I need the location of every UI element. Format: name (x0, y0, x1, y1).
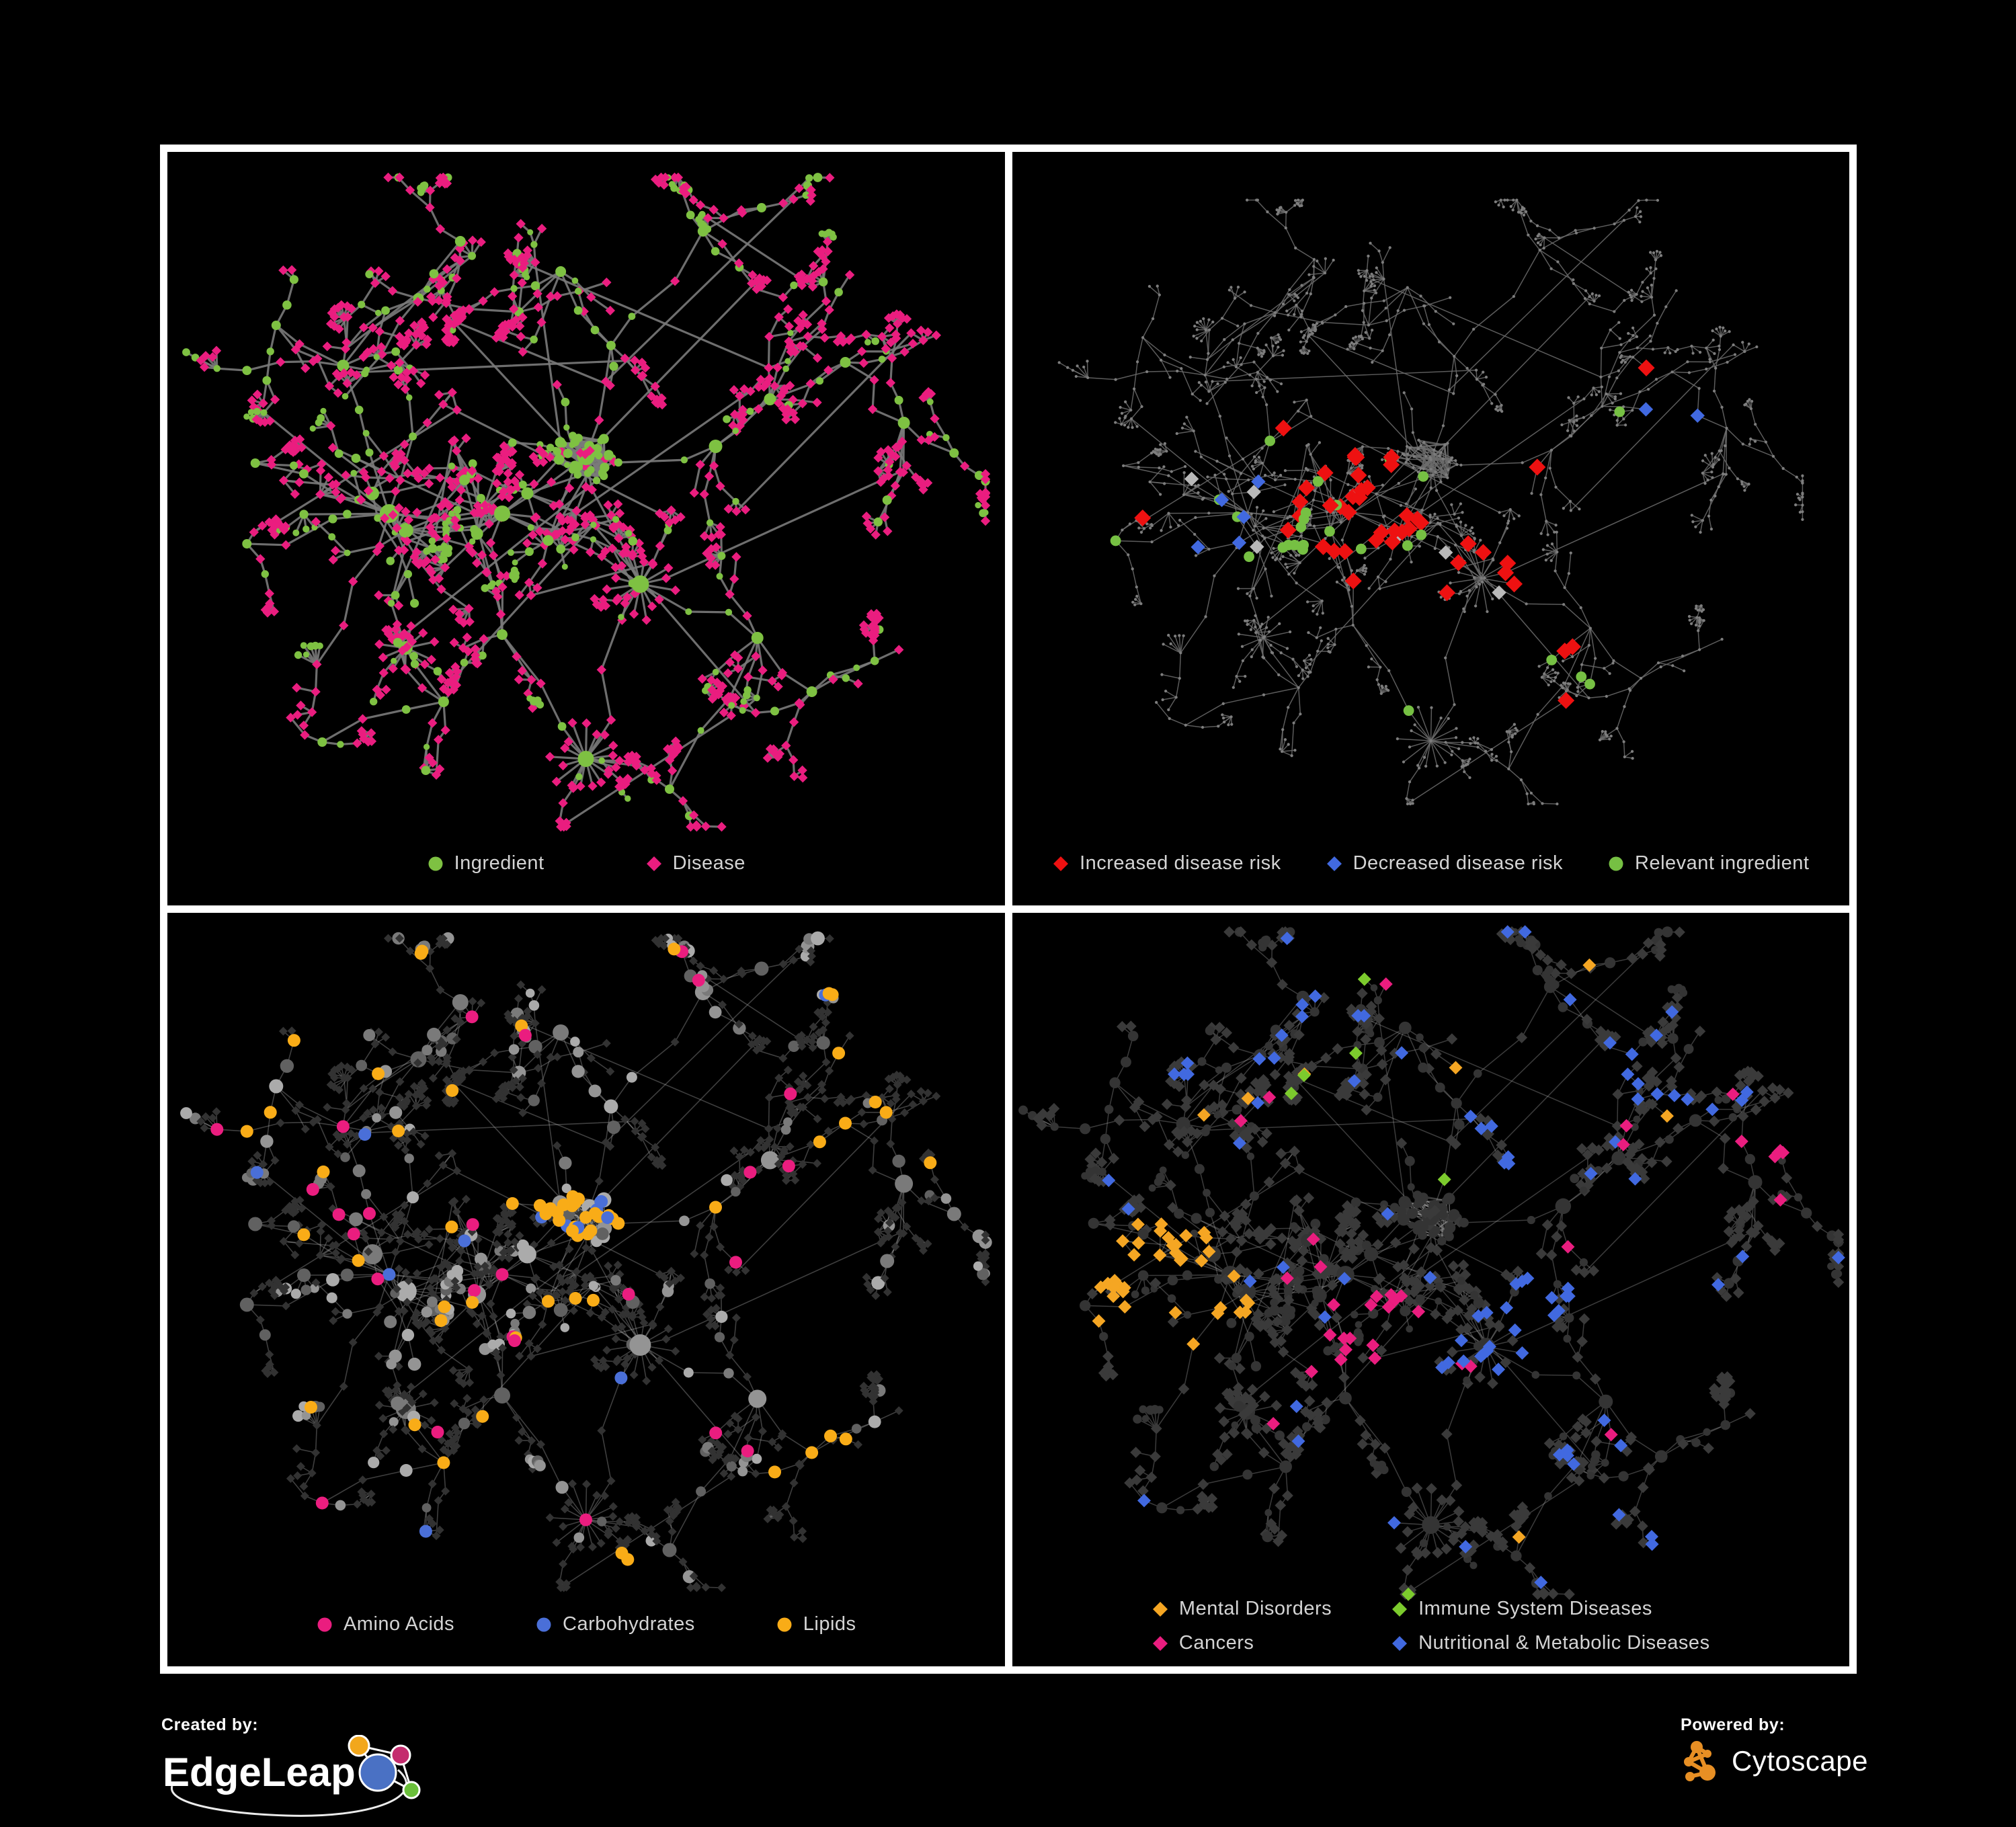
cytoscape-brand-text: Cytoscape (1732, 1745, 1868, 1777)
legend-marker-diamond-icon (1152, 1635, 1169, 1652)
legend-label: Carbohydrates (563, 1613, 695, 1635)
edgeleap-logo: EdgeLeap (161, 1735, 450, 1824)
legend-label: Lipids (803, 1613, 856, 1635)
legend-marker-circle-icon (316, 1616, 333, 1633)
legend-marker-diamond-icon (645, 855, 663, 872)
legend-label: Cancers (1179, 1632, 1254, 1654)
legend-marker-circle-icon (1607, 855, 1625, 872)
legend-label: Increased disease risk (1080, 852, 1281, 875)
nutrient-class-legend: Amino Acids Carbohydrates Lipids (167, 1613, 1005, 1635)
disease-risk-legend: Increased disease risk Decreased disease … (1012, 852, 1850, 875)
panel-disease-risk: Increased disease risk Decreased disease … (1012, 152, 1850, 905)
legend-marker-diamond-icon (1391, 1635, 1408, 1652)
legend-item: Cancers (1152, 1632, 1332, 1654)
legend-marker-diamond-icon (1326, 855, 1343, 872)
legend-marker-diamond-icon (1052, 855, 1070, 872)
panel-nutrient-classes: Amino Acids Carbohydrates Lipids (167, 913, 1005, 1666)
panel-disease-classes: Mental Disorders Immune System Diseases Ca… (1012, 913, 1850, 1666)
legend-label: Immune System Diseases (1418, 1598, 1652, 1620)
legend-item: Nutritional & Metabolic Diseases (1391, 1632, 1709, 1654)
legend-label: Disease (673, 852, 745, 875)
legend-item: Amino Acids (316, 1613, 454, 1635)
nutrient-class-network-graph (167, 913, 1004, 1666)
legend-item: Relevant ingredient (1607, 852, 1809, 875)
legend-item: Ingredient (427, 852, 545, 875)
legend-item: Immune System Diseases (1391, 1598, 1709, 1620)
legend-label: Mental Disorders (1179, 1598, 1332, 1620)
powered-by-label: Powered by: (1681, 1715, 1868, 1735)
legend-item: Mental Disorders (1152, 1598, 1332, 1620)
legend-item: Disease (645, 852, 745, 875)
legend-marker-circle-icon (535, 1616, 553, 1633)
legend-marker-circle-icon (776, 1616, 793, 1633)
panel-grid: Ingredient Disease Increased disease risk… (160, 145, 1857, 1674)
legend-marker-diamond-icon (1391, 1600, 1408, 1618)
panel-ingredient-disease: Ingredient Disease (167, 152, 1005, 905)
legend-item: Lipids (776, 1613, 856, 1635)
edgeleap-network-icon (349, 1736, 419, 1798)
ingredient-disease-network-graph (167, 152, 1004, 905)
legend-label: Amino Acids (344, 1613, 454, 1635)
legend-label: Relevant ingredient (1635, 852, 1809, 875)
cytoscape-logo-icon (1681, 1738, 1722, 1785)
legend-marker-circle-icon (427, 855, 444, 872)
edgeleap-brand-text: EdgeLeap (163, 1750, 356, 1795)
legend-label: Decreased disease risk (1353, 852, 1563, 875)
legend-label: Ingredient (454, 852, 545, 875)
legend-item: Decreased disease risk (1326, 852, 1563, 875)
disease-class-network-graph (1012, 913, 1849, 1666)
legend-label: Nutritional & Metabolic Diseases (1418, 1632, 1709, 1654)
disease-risk-network-graph (1012, 152, 1849, 905)
disease-class-legend: Mental Disorders Immune System Diseases Ca… (1012, 1598, 1850, 1654)
legend-item: Carbohydrates (535, 1613, 695, 1635)
created-by-label: Created by: (161, 1715, 450, 1735)
legend-item: Increased disease risk (1052, 852, 1281, 875)
cytoscape-credit: Powered by: Cytoscape (1681, 1715, 1868, 1785)
legend-marker-diamond-icon (1152, 1600, 1169, 1618)
ingredient-disease-legend: Ingredient Disease (167, 852, 1005, 875)
edgeleap-credit: Created by: EdgeLeap (161, 1715, 450, 1827)
